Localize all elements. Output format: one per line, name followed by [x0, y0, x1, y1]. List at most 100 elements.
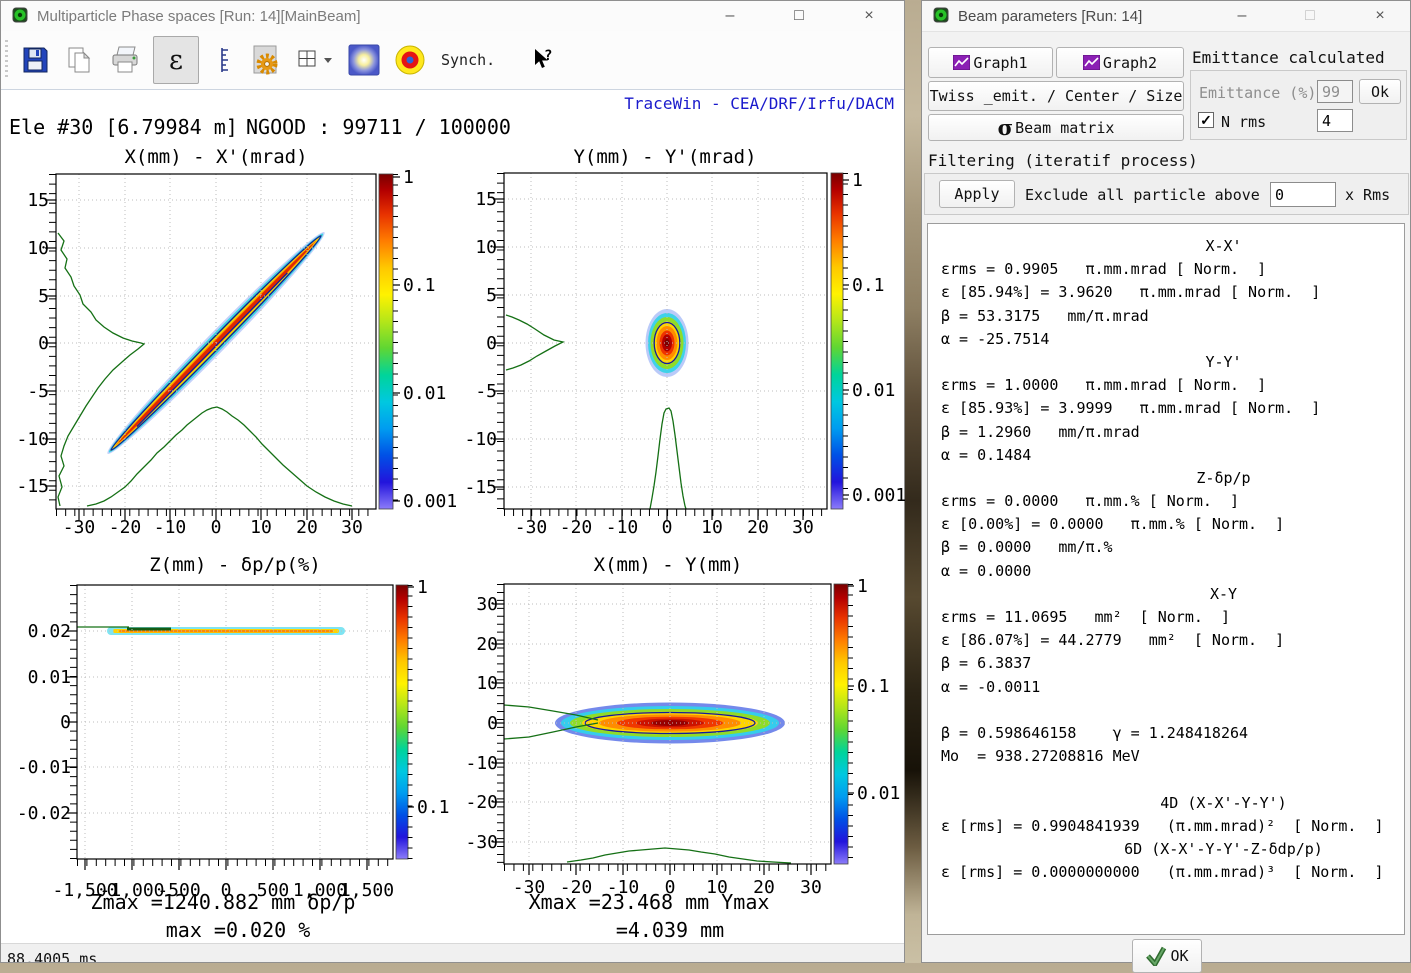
graph1-button[interactable]: Graph1	[928, 47, 1053, 78]
emittance-section-title: Emittance calculated	[1192, 48, 1385, 67]
close-button[interactable]: ×	[1365, 3, 1395, 29]
status-bar: 88.4005 ms	[1, 943, 904, 962]
minimize-button[interactable]: –	[715, 3, 745, 29]
plot-caption: max =0.020 %	[166, 918, 311, 941]
right-title-bar: Beam parameters [Run: 14] – □ ×	[922, 1, 1410, 32]
plot-title: Z(mm) - δp/p(%)	[149, 554, 321, 576]
graph2-button[interactable]: Graph2	[1056, 47, 1184, 78]
density-rings-button[interactable]	[391, 37, 429, 83]
plot-title: X(mm) - Y(mm)	[594, 554, 743, 576]
tick-label: -10	[465, 753, 498, 774]
emittance-report: X-X' εrms = 0.9905 π.mm.mrad [ Norm. ] ε…	[927, 223, 1405, 935]
tick-label: 10	[27, 238, 49, 259]
print-button[interactable]	[105, 37, 145, 83]
report-line: ε [85.93%] = 3.9999 π.mm.mrad [ Norm. ]	[928, 399, 1404, 422]
tick-label: 20	[296, 517, 318, 538]
emittance-button[interactable]: ε	[153, 36, 199, 84]
colorbar-label: 0.1	[852, 275, 885, 296]
window-title: Multiparticle Phase spaces [Run: 14][Mai…	[37, 8, 361, 25]
report-line: α = -0.0011	[928, 678, 1404, 701]
nrms-input[interactable]	[1317, 109, 1353, 132]
tick-label: 20	[476, 634, 498, 655]
tick-label: 10	[250, 517, 272, 538]
nrms-label: N rms	[1221, 113, 1266, 131]
ok-button[interactable]: OK	[1132, 939, 1202, 973]
halo-density-icon	[348, 44, 380, 76]
twiss-button[interactable]: Twiss _emit. / Center / Size	[928, 81, 1184, 111]
colorbar-label: 0.01	[852, 380, 895, 401]
colorbar-label: 1	[403, 167, 414, 188]
tick-label: 30	[792, 517, 814, 538]
tick-label: 15	[475, 189, 497, 210]
tick-label: -20	[560, 517, 593, 538]
plot-caption: =4.039 mm	[616, 918, 724, 941]
ruler-icon	[210, 45, 234, 75]
tick-label: 0	[38, 333, 49, 354]
tick-label: -15	[464, 477, 497, 498]
maximize-button[interactable]: □	[784, 3, 814, 29]
beam-matrix-label: Beam matrix	[1015, 119, 1114, 137]
minimize-button[interactable]: –	[1227, 3, 1257, 29]
ok-label: OK	[1170, 947, 1188, 965]
toolbar: ε Synch. ?	[1, 31, 904, 90]
plot-x-xp: X(mm) - X'(mrad) 15 10 5 0 -	[16, 146, 457, 538]
question-icon: ?	[544, 48, 552, 64]
phase-spaces-window: Multiparticle Phase spaces [Run: 14][Mai…	[0, 0, 905, 963]
tick-label: -10	[464, 429, 497, 450]
tick-label: -20	[109, 517, 142, 538]
report-line: 6D (X-X'-Y-Y'-Z-δdp/p)	[928, 840, 1404, 863]
tick-label: 20	[747, 517, 769, 538]
graph-icon	[953, 55, 970, 70]
layout-grid-button[interactable]	[293, 37, 337, 83]
emittance-ok-button[interactable]: Ok	[1359, 79, 1401, 104]
check-icon	[1145, 946, 1167, 966]
element-info: Ele #30 [6.79984 m]	[9, 115, 238, 139]
tick-label: 0	[487, 713, 498, 734]
filtering-title: Filtering (iteratif process)	[928, 151, 1198, 170]
copy-icon	[64, 45, 94, 75]
rms-label: x Rms	[1345, 186, 1390, 204]
save-button[interactable]	[17, 37, 53, 83]
colorbar	[396, 585, 408, 859]
maximize-button[interactable]: □	[1295, 3, 1325, 29]
gear-icon	[248, 44, 282, 76]
tick-label: -0.02	[17, 803, 71, 824]
nrms-checkbox[interactable]: ✓	[1198, 112, 1214, 128]
tick-label: -30	[465, 832, 498, 853]
rings-density-icon	[394, 44, 426, 76]
graph2-label: Graph2	[1103, 54, 1157, 72]
report-line	[928, 770, 1404, 793]
density-halo-button[interactable]	[345, 37, 383, 83]
emittance-groupbox: Emittance (%) Ok ✓ N rms	[1190, 70, 1407, 140]
beam-parameters-window: Beam parameters [Run: 14] – □ × Graph1 G…	[921, 0, 1411, 963]
x-profile-curve	[567, 848, 791, 863]
tick-label: 0	[211, 517, 222, 538]
colorbar-label: 1	[852, 170, 863, 191]
tick-label: -15	[16, 476, 49, 497]
sigma-icon: σ	[998, 115, 1013, 140]
report-line: Z-δp/p	[928, 469, 1404, 492]
copy-button[interactable]	[61, 37, 97, 83]
tick-label: 10	[476, 673, 498, 694]
report-line: X-Y	[928, 585, 1404, 608]
emittance-percent-input[interactable]	[1317, 80, 1353, 103]
apply-button[interactable]: Apply	[939, 180, 1015, 208]
context-help-button[interactable]: ?	[527, 37, 557, 83]
tick-label: 5	[38, 286, 49, 307]
chevron-down-icon[interactable]	[324, 58, 332, 63]
beam-matrix-button[interactable]: σ Beam matrix	[928, 114, 1184, 141]
filtering-groupbox: Apply Exclude all particle above x Rms	[924, 173, 1409, 215]
scale-button[interactable]	[207, 37, 237, 83]
settings-button[interactable]	[245, 37, 285, 83]
toolbar-grip[interactable]	[5, 40, 13, 80]
plot-x-y: X(mm) - Y(mm) 30 20 10	[465, 554, 900, 941]
close-button[interactable]: ×	[854, 3, 884, 29]
tick-label: -30	[63, 517, 96, 538]
app-icon	[11, 6, 29, 29]
exclude-input[interactable]	[1270, 182, 1336, 207]
synch-label[interactable]: Synch.	[441, 51, 495, 69]
grid-icon	[299, 51, 315, 66]
tick-label: -10	[154, 517, 187, 538]
report-line: ε [0.00%] = 0.0000 π.mm.% [ Norm. ]	[928, 515, 1404, 538]
tick-label: 30	[476, 594, 498, 615]
